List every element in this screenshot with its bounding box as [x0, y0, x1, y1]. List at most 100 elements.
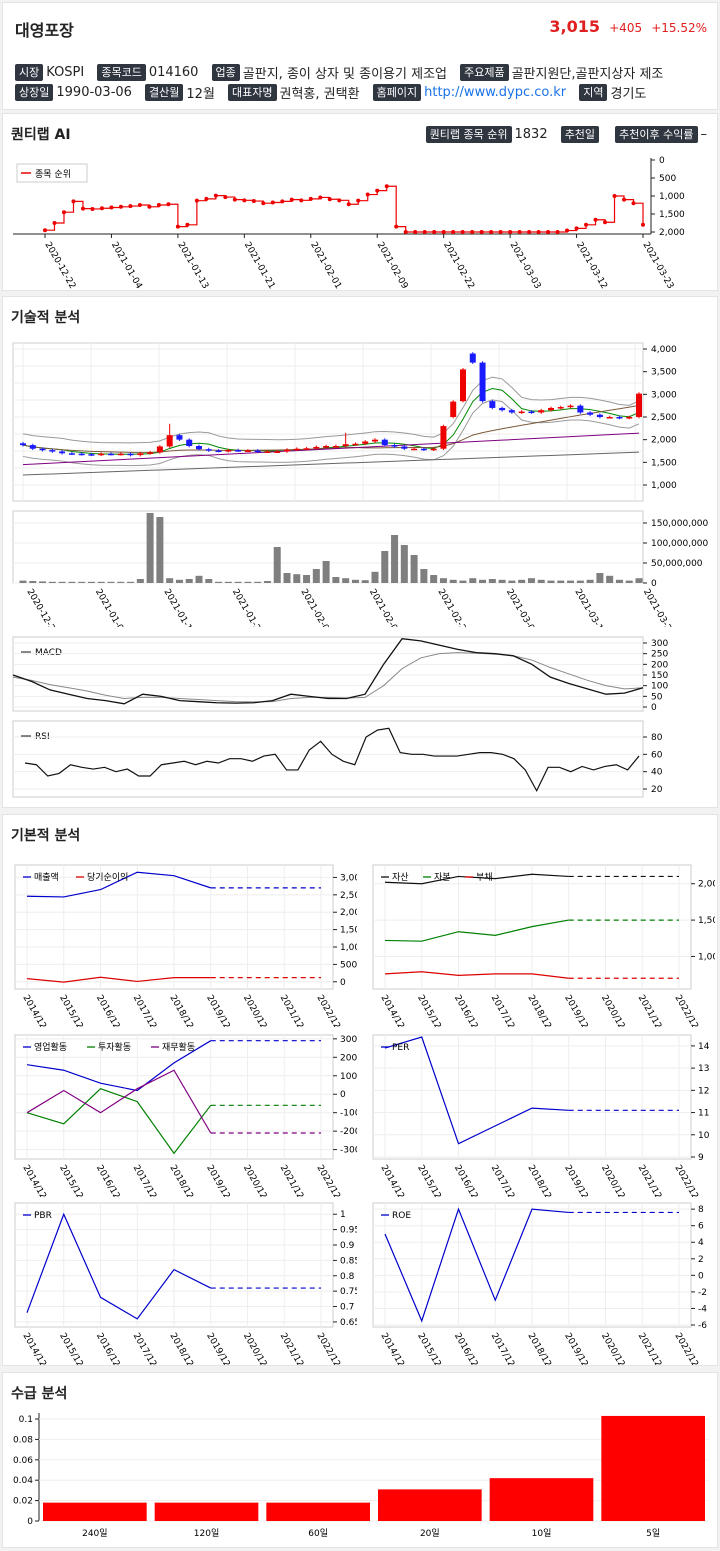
fundamental-x-tick-label: 2018/12	[167, 1332, 194, 1366]
bollinger-upper	[22, 376, 640, 444]
fundamental-y-tick-label: 11	[698, 1109, 709, 1119]
listing-date-label: 상장일	[15, 84, 54, 101]
rank-point	[555, 230, 560, 234]
rank-y-tick-label: 500	[659, 174, 676, 184]
fundamental-y-tick-label: 10	[698, 1131, 710, 1141]
fundamental-x-tick-label: 2021/12	[278, 994, 305, 1028]
fundamental-y-tick-label: 8	[698, 1205, 704, 1215]
candle-body	[391, 445, 398, 447]
supply-bar	[154, 1502, 259, 1521]
candle-body	[332, 446, 339, 448]
fundamental-y-tick-label: 200	[340, 1053, 357, 1063]
homepage-label: 홈페이지	[372, 84, 422, 101]
rank-point	[194, 198, 199, 203]
fiscal-month-value: 12월	[186, 87, 215, 102]
rank-x-tick-label: 2021-03-23	[640, 241, 675, 291]
volume-x-tick-label: 2021-03-23	[641, 588, 676, 628]
candle-body	[411, 448, 418, 451]
macd-y-tick-label: 300	[651, 639, 668, 649]
candle-body	[499, 407, 506, 411]
fund-card: 기본적 분석 05001,0001,5002,0002,5003,0002014…	[2, 814, 718, 1366]
fundamental-x-tick-label: 2017/12	[131, 1332, 158, 1366]
info-row-1: 시장 KOSPI 종목코드 014160 업종 골판지, 종이 상자 및 종이용기 제…	[15, 62, 671, 82]
volume-bar	[234, 581, 242, 583]
volume-bar	[136, 579, 144, 583]
rank-x-tick-label: 2021-02-01	[308, 241, 343, 291]
rank-point	[204, 196, 209, 201]
volume-x-tick-label: 2020-12-22	[24, 588, 59, 628]
fundamental-x-tick-label: 2021/12	[636, 1164, 663, 1198]
fundamental-x-tick-label: 2020/12	[599, 1164, 626, 1198]
fundamental-x-tick-label: 2015/12	[415, 994, 442, 1028]
candle-body	[166, 435, 173, 447]
fundamental-chart-5: 0.65 0.7 0.75 0.8 0.85 0.9 0.95 1 2014/12 2015/12…	[14, 1202, 357, 1366]
rsi-y-tick-label: 80	[651, 733, 663, 743]
candle-body	[98, 453, 105, 456]
fundamental-y-tick-label: 4	[698, 1238, 704, 1248]
candle-body	[49, 450, 56, 452]
market-value: KOSPI	[46, 65, 85, 80]
fundamental-legend-label: 자본	[434, 872, 451, 883]
fundamental-x-tick-label: 2019/12	[204, 1332, 231, 1366]
fundamental-x-tick-label: 2020/12	[241, 1164, 268, 1198]
rank-point	[118, 204, 123, 209]
volume-bar	[537, 579, 545, 583]
fundamental-legend-label: 투자활동	[98, 1041, 131, 1053]
volume-bar	[117, 581, 125, 583]
rank-point	[375, 188, 380, 193]
candle-body	[381, 439, 388, 446]
rank-point	[280, 199, 285, 204]
rank-point	[641, 222, 645, 227]
candle-body	[108, 453, 114, 456]
volume-bar	[39, 581, 47, 583]
candle-body	[254, 450, 261, 453]
ma-short-line	[22, 388, 640, 455]
volume-x-tick-label: 2021-02-22	[435, 588, 470, 628]
candle-body	[303, 448, 310, 450]
candle-body	[460, 369, 466, 402]
volume-x-tick-label: 2021-01-21	[230, 588, 265, 628]
fundamental-x-tick-label: 2021/12	[636, 1332, 663, 1366]
fundamental-x-tick-label: 2021/12	[636, 994, 663, 1028]
macd-y-tick-label: 100	[651, 682, 668, 692]
price-change: +405	[609, 21, 643, 35]
fundamental-legend-label: ROE	[392, 1211, 411, 1221]
fundamental-y-tick-label: 100	[340, 1072, 357, 1082]
candle-body	[323, 446, 330, 448]
candle-body	[352, 443, 359, 446]
rank-point	[270, 200, 275, 205]
volume-bar	[127, 581, 135, 583]
fundamental-x-tick-label: 2014/12	[378, 1332, 405, 1366]
volume-bar	[87, 581, 95, 583]
rank-point	[43, 228, 47, 233]
fundamental-x-tick-label: 2015/12	[57, 1332, 84, 1366]
supply-bar	[378, 1489, 482, 1521]
fundamental-y-tick-label: -100	[340, 1109, 357, 1119]
fundamental-x-tick-label: 2020/12	[599, 994, 626, 1028]
candle-body	[548, 407, 554, 411]
price-change-pct: +15.52%	[651, 21, 707, 35]
rank-point	[508, 230, 513, 234]
supply-x-tick-label: 60일	[308, 1528, 328, 1539]
rank-point	[61, 210, 66, 215]
volume-bar	[68, 581, 76, 583]
rank-point	[356, 198, 361, 203]
macd-y-tick-label: 150	[651, 671, 668, 681]
code-label: 종목코드	[97, 64, 146, 81]
return-label: 추천이후 수익률	[615, 126, 698, 143]
candle-body	[538, 410, 545, 413]
fundamental-x-tick-label: 2016/12	[94, 1164, 121, 1198]
fundamental-x-tick-label: 2017/12	[131, 1164, 158, 1198]
fundamental-y-tick-label: 0.7	[340, 1303, 354, 1313]
macd-y-tick-label: 250	[651, 650, 668, 660]
fundamental-y-tick-label: 0.65	[340, 1318, 357, 1328]
volume-bar	[567, 580, 575, 583]
homepage-link[interactable]: http://www.dypc.co.kr	[424, 85, 567, 100]
rank-y-tick-label: 0	[659, 156, 665, 166]
candle-body	[59, 451, 66, 454]
volume-bar	[596, 573, 604, 583]
volume-bar	[224, 581, 232, 583]
fundamental-x-tick-label: 2017/12	[489, 1332, 516, 1366]
